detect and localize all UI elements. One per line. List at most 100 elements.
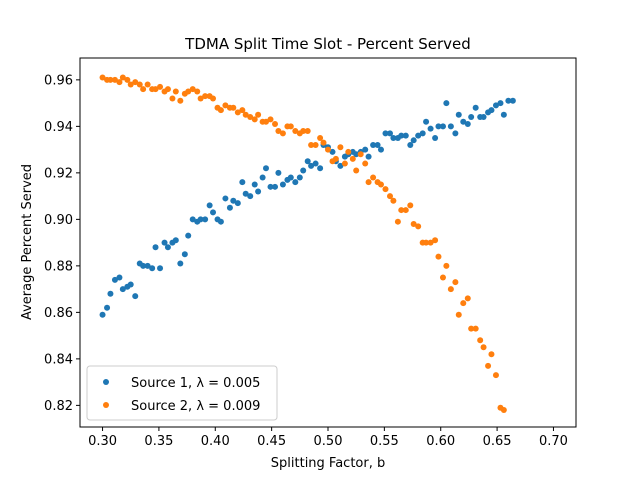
data-point-source-1 <box>177 260 184 267</box>
data-point-source-2 <box>402 207 409 214</box>
data-point-source-2 <box>197 95 204 102</box>
data-point-source-1 <box>500 111 507 118</box>
data-point-source-1 <box>435 123 442 130</box>
data-point-source-1 <box>239 179 246 186</box>
data-point-source-1 <box>247 193 254 200</box>
data-point-source-2 <box>337 144 344 151</box>
data-point-source-2 <box>157 83 164 90</box>
data-point-source-1 <box>255 188 262 195</box>
data-point-source-1 <box>263 165 269 172</box>
data-point-source-2 <box>308 141 315 148</box>
data-point-source-2 <box>407 202 414 209</box>
data-point-source-2 <box>410 221 417 228</box>
data-point-source-2 <box>247 114 254 121</box>
x-axis-label: Splitting Factor, b <box>271 456 385 471</box>
data-point-source-1 <box>161 239 168 246</box>
data-point-source-1 <box>230 197 237 204</box>
x-tick-label: 0.30 <box>88 434 117 449</box>
data-point-source-2 <box>177 97 184 104</box>
data-point-source-2 <box>210 95 217 102</box>
data-point-source-1 <box>296 174 303 181</box>
data-point-source-2 <box>152 86 159 93</box>
data-point-source-1 <box>329 148 336 155</box>
data-point-source-1 <box>492 102 499 109</box>
data-point-source-2 <box>119 74 126 81</box>
data-point-source-1 <box>488 107 495 114</box>
data-point-source-2 <box>275 128 282 135</box>
data-point-source-1 <box>402 132 409 139</box>
data-point-source-2 <box>312 141 319 148</box>
data-point-source-2 <box>132 79 139 86</box>
data-point-source-1 <box>407 141 414 148</box>
data-point-source-1 <box>206 202 213 209</box>
data-point-source-1 <box>387 130 393 137</box>
data-point-source-1 <box>390 134 397 141</box>
data-point-source-1 <box>382 130 389 137</box>
data-point-source-2 <box>144 81 151 88</box>
data-point-source-2 <box>279 130 286 137</box>
data-point-source-1 <box>275 169 282 176</box>
legend-label-source-1: Source 1, λ = 0.005 <box>131 376 260 391</box>
data-point-source-1 <box>116 274 123 281</box>
data-point-source-1 <box>267 183 274 190</box>
data-point-source-1 <box>210 209 217 216</box>
data-point-source-2 <box>447 286 454 293</box>
data-point-source-1 <box>497 100 504 107</box>
x-tick-label: 0.55 <box>370 434 399 449</box>
data-point-source-1 <box>447 123 454 130</box>
data-point-source-1 <box>410 137 417 144</box>
data-point-source-2 <box>267 116 274 123</box>
data-point-source-1 <box>197 216 204 223</box>
y-tick-label: 0.90 <box>44 213 73 228</box>
data-point-source-1 <box>398 132 405 139</box>
data-point-source-1 <box>132 293 139 300</box>
data-point-source-2 <box>239 107 246 114</box>
data-point-source-2 <box>353 167 360 174</box>
data-point-source-2 <box>111 76 118 83</box>
data-point-source-2 <box>287 123 294 130</box>
y-axis: 0.82 0.84 0.86 0.88 0.90 0.92 0.94 0.96 <box>44 73 80 414</box>
data-point-source-1 <box>172 237 179 244</box>
data-point-source-1 <box>472 104 479 111</box>
y-axis-label: Average Percent Served <box>20 164 35 320</box>
data-point-source-2 <box>500 407 507 414</box>
y-tick-label: 0.92 <box>44 166 73 181</box>
data-point-source-2 <box>443 262 450 269</box>
data-point-source-1 <box>452 130 459 137</box>
data-point-source-2 <box>255 111 262 118</box>
data-point-source-2 <box>349 155 356 162</box>
data-point-source-1 <box>419 130 426 137</box>
x-tick-label: 0.60 <box>426 434 455 449</box>
legend-marker-source-1 <box>103 379 109 385</box>
data-point-source-1 <box>127 281 134 288</box>
data-point-source-2 <box>164 86 171 93</box>
data-point-source-1 <box>464 121 471 128</box>
data-point-source-1 <box>370 141 377 148</box>
data-point-source-1 <box>107 290 114 297</box>
data-point-source-2 <box>172 88 179 95</box>
data-point-source-2 <box>320 139 327 146</box>
data-point-source-1 <box>185 232 192 239</box>
y-tick-label: 0.94 <box>44 120 73 135</box>
data-point-source-2 <box>423 239 430 246</box>
data-point-source-2 <box>492 372 499 379</box>
data-point-source-2 <box>455 311 462 318</box>
data-point-source-2 <box>194 88 201 95</box>
data-point-source-2 <box>272 121 279 128</box>
y-tick-label: 0.96 <box>44 73 73 88</box>
legend-marker-source-2 <box>103 402 109 408</box>
data-point-source-2 <box>382 186 389 193</box>
data-point-source-2 <box>460 300 467 307</box>
legend-box <box>86 365 278 421</box>
data-point-source-2 <box>124 76 131 83</box>
data-point-source-2 <box>140 86 147 93</box>
y-tick-label: 0.84 <box>44 352 73 367</box>
data-point-source-1 <box>300 167 307 174</box>
data-point-source-1 <box>144 262 151 269</box>
data-point-source-2 <box>362 160 369 167</box>
data-point-source-1 <box>279 181 286 188</box>
data-point-source-1 <box>222 195 229 202</box>
x-tick-label: 0.35 <box>144 434 173 449</box>
data-point-source-1 <box>365 153 372 160</box>
